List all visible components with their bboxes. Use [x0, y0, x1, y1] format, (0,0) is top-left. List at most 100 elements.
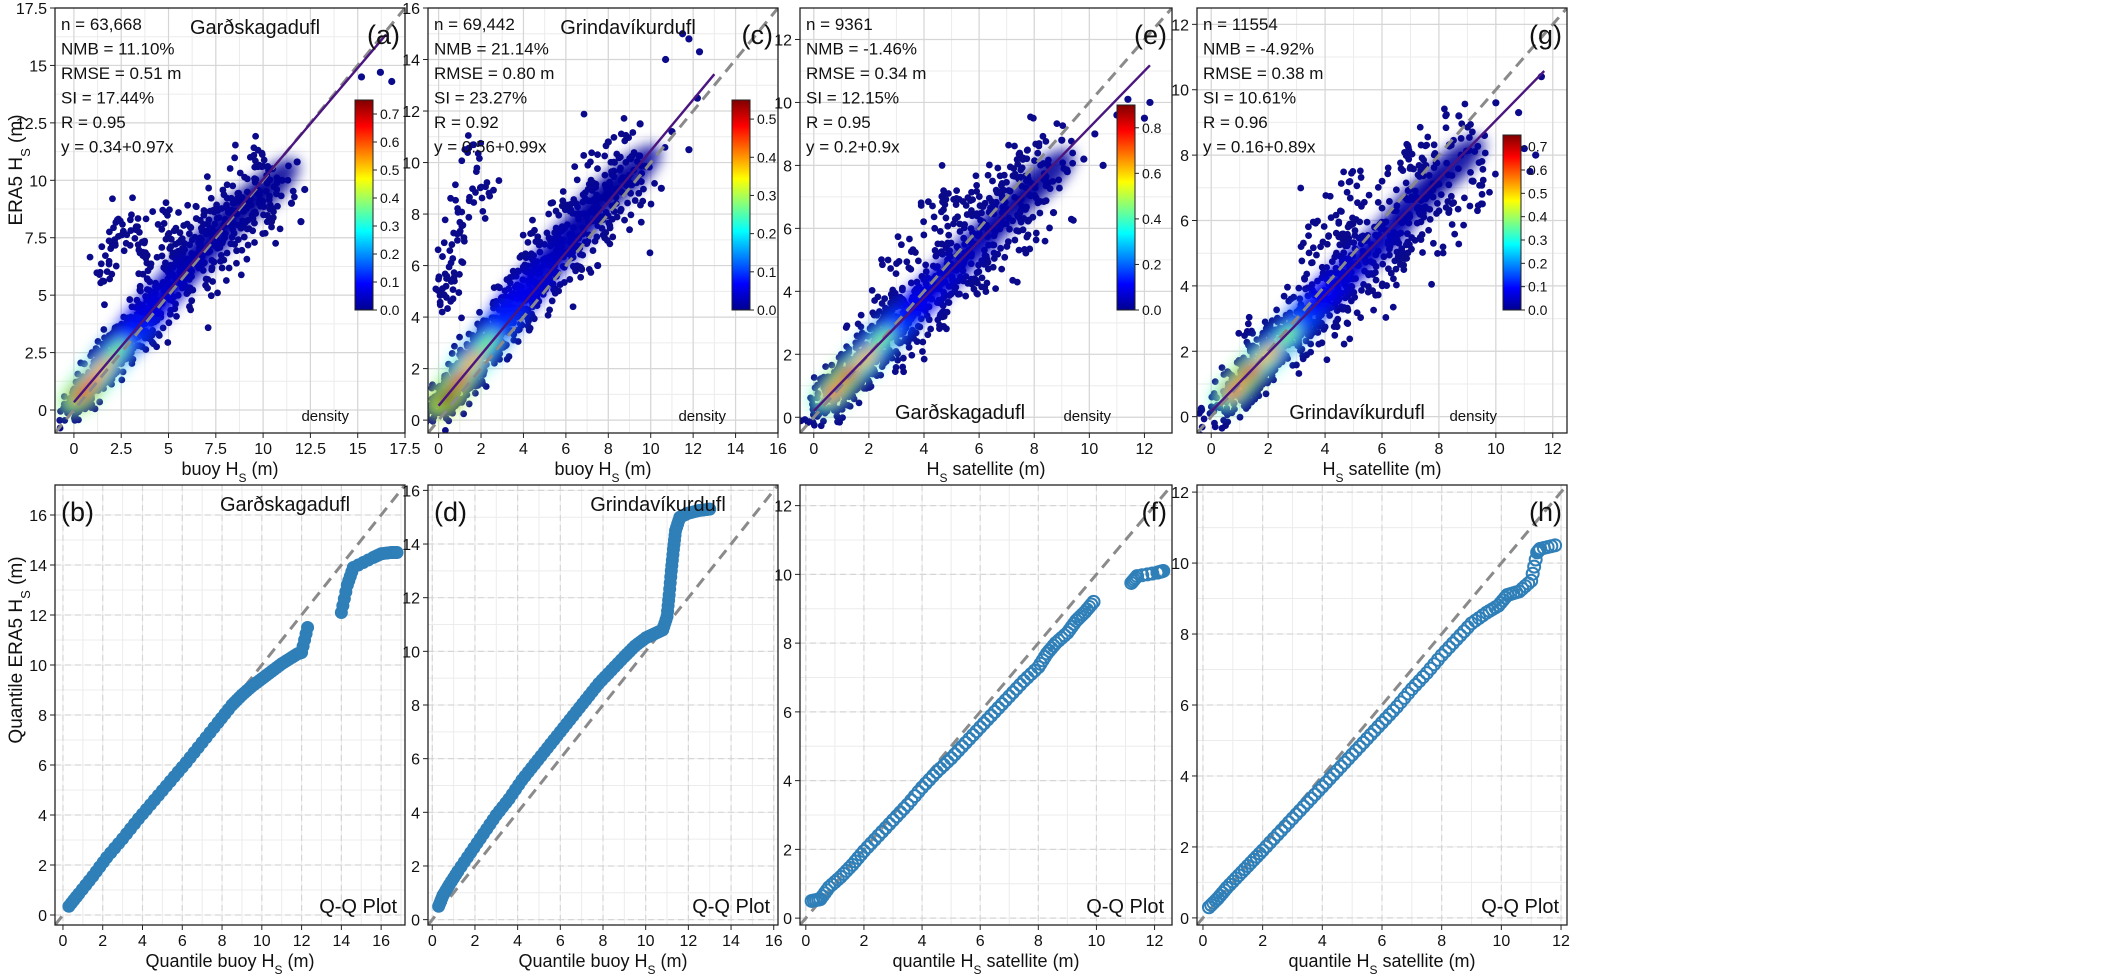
data-point [810, 421, 818, 429]
data-point [646, 249, 654, 257]
data-point [569, 303, 577, 311]
data-point [1029, 213, 1037, 221]
y-tick-label: 8 [411, 698, 420, 715]
data-point [461, 146, 469, 153]
plot-content [428, 8, 778, 433]
data-point [529, 216, 536, 224]
data-point [881, 295, 889, 302]
data-point [631, 197, 639, 204]
data-point [924, 198, 932, 206]
x-tick-label: 2 [470, 933, 479, 950]
qq-point [867, 832, 882, 847]
data-point [149, 208, 157, 215]
y-tick-label: 2 [411, 362, 420, 379]
data-point [439, 253, 446, 260]
data-point [1445, 209, 1453, 216]
data-point [205, 184, 213, 192]
data-point [290, 193, 298, 201]
data-point [444, 305, 451, 312]
qq-point [955, 739, 970, 754]
colorbar-tick-label: 0.2 [380, 246, 400, 262]
data-point [170, 227, 178, 235]
qq-point [1086, 594, 1101, 609]
data-point [968, 207, 975, 214]
y-tick-label: 2 [411, 859, 420, 876]
data-point [96, 398, 104, 406]
data-point [606, 240, 614, 248]
data-point [984, 265, 992, 273]
data-point [1297, 184, 1305, 192]
data-point [93, 269, 101, 277]
data-point [479, 207, 487, 215]
x-tick-label: 16 [765, 933, 783, 950]
qq-point [994, 697, 1009, 712]
x-tick-label: 2.5 [110, 441, 132, 458]
data-point [651, 180, 658, 187]
data-point [1222, 422, 1229, 429]
data-point [442, 282, 450, 290]
data-point [1416, 123, 1424, 131]
data-point [1378, 204, 1386, 212]
data-point [601, 152, 609, 160]
data-point [164, 339, 172, 346]
data-point [961, 221, 969, 228]
data-point [1343, 188, 1351, 196]
data-point [609, 233, 617, 241]
y-tick-label: 12 [402, 104, 420, 121]
data-point [160, 220, 168, 227]
data-point [1346, 335, 1354, 343]
data-point [464, 132, 472, 139]
data-point [1332, 318, 1340, 326]
data-point [200, 207, 208, 214]
data-point [529, 313, 536, 320]
data-point [1469, 177, 1477, 185]
x-tick-label: 2 [859, 933, 868, 950]
x-tick-label: 6 [976, 933, 985, 950]
qq-point [958, 735, 973, 750]
x-tick-label: 8 [604, 441, 613, 458]
data-point [1393, 248, 1401, 256]
data-point [1389, 303, 1397, 311]
data-point [594, 151, 601, 159]
data-point [1372, 276, 1380, 284]
data-point [1431, 150, 1439, 157]
data-point [1435, 207, 1443, 215]
data-point [458, 157, 466, 165]
colorbar-tick-label: 0.0 [380, 302, 400, 318]
data-point [1326, 192, 1334, 200]
y-tick-label: 0 [411, 913, 420, 930]
data-point [270, 208, 277, 216]
data-point [924, 331, 932, 339]
data-point [478, 194, 486, 202]
colorbar [1502, 134, 1522, 311]
data-point [894, 233, 902, 241]
data-point [1460, 221, 1467, 229]
data-point [97, 260, 105, 268]
data-point [972, 172, 980, 180]
x-tick-label: 4 [918, 933, 927, 950]
data-point [524, 239, 532, 246]
data-point [441, 216, 449, 224]
data-point [1031, 157, 1038, 165]
data-point [244, 241, 252, 249]
x-tick-label: 0 [809, 441, 818, 458]
data-point [1481, 149, 1489, 157]
colorbar-tick-label: 0.0 [1142, 302, 1162, 318]
qq-point [904, 793, 919, 808]
data-point [1370, 306, 1377, 314]
y-tick-label: 2 [38, 858, 47, 875]
data-point [1346, 178, 1354, 185]
data-point [998, 265, 1006, 273]
data-point [610, 133, 618, 141]
data-point [606, 222, 614, 229]
data-point [167, 243, 175, 250]
data-point [940, 323, 948, 330]
data-point [514, 338, 522, 345]
data-point [1520, 144, 1528, 153]
data-point [105, 237, 113, 245]
data-point [968, 280, 976, 288]
data-point [440, 239, 448, 247]
data-point [1241, 332, 1248, 340]
data-point [853, 332, 861, 340]
